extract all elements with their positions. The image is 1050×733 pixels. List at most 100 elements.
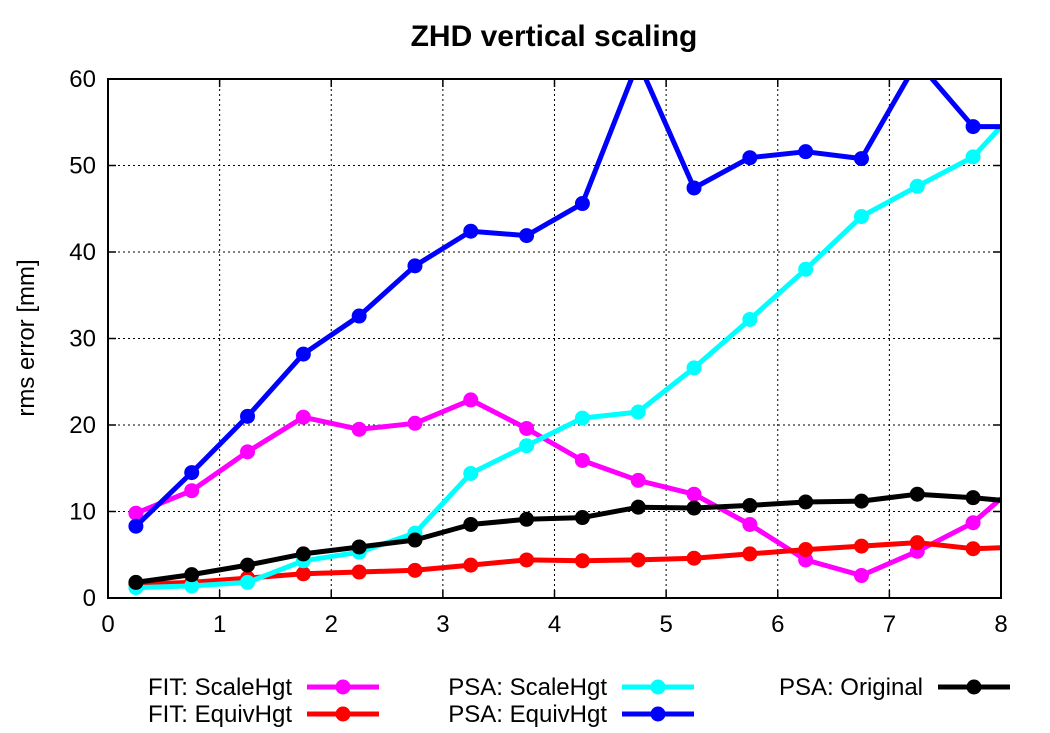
data-point-fit-scalehgt <box>463 392 479 408</box>
series-fit-scalehgt <box>128 392 1001 584</box>
legend-label: PSA: EquivHgt <box>448 701 607 728</box>
data-point-psa-original <box>519 511 535 527</box>
data-point-psa-scalehgt <box>686 360 702 376</box>
data-point-fit-scalehgt <box>184 483 200 499</box>
grid <box>108 79 1001 598</box>
y-tick-label: 30 <box>69 326 96 353</box>
data-point-fit-equivhgt <box>742 546 758 562</box>
data-point-fit-scalehgt <box>742 516 758 532</box>
series-psa-equivhgt <box>128 54 1001 534</box>
data-point-psa-equivhgt <box>965 119 981 135</box>
data-point-fit-equivhgt <box>965 541 981 557</box>
data-point-fit-scalehgt <box>630 472 646 488</box>
data-point-psa-original <box>351 539 367 555</box>
data-point-psa-original <box>240 557 256 573</box>
legend-swatch-marker <box>335 706 351 722</box>
data-point-psa-equivhgt <box>742 150 758 166</box>
data-point-psa-equivhgt <box>128 518 144 534</box>
data-point-psa-scalehgt <box>798 261 814 277</box>
legend-entry-fit-equivhgt: FIT: EquivHgt <box>148 701 379 728</box>
legend-swatch-marker <box>335 679 351 695</box>
data-point-psa-equivhgt <box>463 223 479 239</box>
legend-swatch-marker <box>966 679 982 695</box>
data-point-fit-scalehgt <box>798 552 814 568</box>
data-point-psa-original <box>128 574 144 590</box>
series-fit-equivhgt <box>128 535 1001 592</box>
series-line-psa-equivhgt <box>134 79 1001 529</box>
data-point-fit-equivhgt <box>686 550 702 566</box>
chart-title: ZHD vertical scaling <box>411 20 698 53</box>
data-point-fit-scalehgt <box>519 420 535 436</box>
legend-entry-psa-scalehgt: PSA: ScaleHgt <box>448 674 694 701</box>
legend-label: FIT: EquivHgt <box>148 701 292 728</box>
data-point-psa-equivhgt <box>574 196 590 212</box>
x-tick-label: 0 <box>101 611 114 638</box>
data-point-psa-equivhgt <box>519 228 535 244</box>
legend-swatch-marker <box>650 706 666 722</box>
data-point-psa-scalehgt <box>742 311 758 327</box>
y-tick-label: 0 <box>83 585 96 612</box>
data-point-psa-original <box>407 532 423 548</box>
data-point-psa-equivhgt <box>184 465 200 481</box>
data-point-psa-original <box>574 510 590 526</box>
data-point-fit-equivhgt <box>519 552 535 568</box>
data-point-psa-original <box>853 493 869 509</box>
x-tick-label: 1 <box>213 611 226 638</box>
data-point-psa-scalehgt <box>519 438 535 454</box>
data-point-psa-original <box>742 497 758 513</box>
x-tick-label: 4 <box>548 611 561 638</box>
data-point-fit-scalehgt <box>295 409 311 425</box>
x-tick-label: 3 <box>436 611 449 638</box>
legend-label: FIT: ScaleHgt <box>148 674 292 701</box>
data-point-psa-scalehgt <box>909 178 925 194</box>
series-psa-original <box>128 486 1001 590</box>
data-point-psa-equivhgt <box>853 151 869 167</box>
data-point-psa-scalehgt <box>853 209 869 225</box>
data-point-psa-scalehgt <box>240 574 256 590</box>
data-point-psa-original <box>630 499 646 515</box>
legend-entry-psa-equivhgt: PSA: EquivHgt <box>448 701 694 728</box>
data-point-psa-equivhgt <box>686 180 702 196</box>
data-point-psa-original <box>295 546 311 562</box>
data-point-fit-equivhgt <box>853 538 869 554</box>
series-psa-scalehgt <box>128 124 1001 596</box>
data-point-fit-equivhgt <box>295 566 311 582</box>
data-point-psa-original <box>686 500 702 516</box>
legend-swatch-marker <box>650 679 666 695</box>
data-point-fit-scalehgt <box>574 452 590 468</box>
data-point-fit-scalehgt <box>128 505 144 521</box>
data-point-fit-scalehgt <box>853 568 869 584</box>
data-point-psa-original <box>965 490 981 506</box>
legend-label: PSA: ScaleHgt <box>448 674 607 701</box>
legend-entry-psa-original: PSA: Original <box>779 674 1010 701</box>
data-point-fit-equivhgt <box>574 553 590 569</box>
data-point-psa-original <box>463 516 479 532</box>
data-point-fit-equivhgt <box>407 562 423 578</box>
data-point-psa-scalehgt <box>965 149 981 165</box>
data-point-psa-equivhgt <box>240 408 256 424</box>
data-point-psa-equivhgt <box>351 308 367 324</box>
y-tick-label: 10 <box>69 499 96 526</box>
plot-frame <box>107 78 1002 599</box>
data-point-fit-equivhgt <box>798 542 814 558</box>
data-point-psa-equivhgt <box>798 144 814 160</box>
data-point-fit-equivhgt <box>463 557 479 573</box>
data-point-fit-equivhgt <box>909 535 925 551</box>
data-point-psa-equivhgt <box>295 346 311 362</box>
data-point-fit-equivhgt <box>630 552 646 568</box>
legend-label: PSA: Original <box>779 674 923 701</box>
y-axis-label: rms error [mm] <box>13 259 40 416</box>
x-tick-label: 5 <box>659 611 672 638</box>
data-point-fit-equivhgt <box>351 564 367 580</box>
y-tick-label: 40 <box>69 239 96 266</box>
y-tick-label: 20 <box>69 412 96 439</box>
data-point-psa-scalehgt <box>184 578 200 594</box>
y-tick-label: 50 <box>69 153 96 180</box>
data-point-fit-scalehgt <box>351 421 367 437</box>
data-point-psa-equivhgt <box>407 258 423 274</box>
data-point-fit-scalehgt <box>686 486 702 502</box>
data-point-psa-equivhgt <box>631 54 646 69</box>
x-tick-label: 6 <box>771 611 784 638</box>
